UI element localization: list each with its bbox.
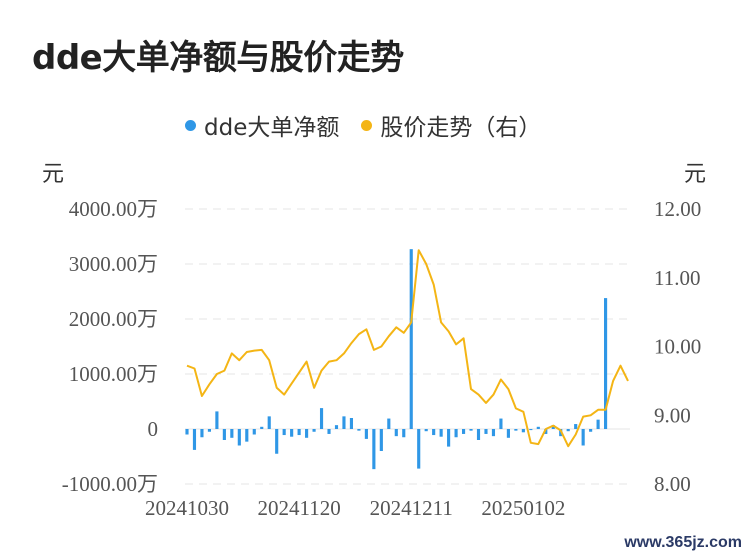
bar-dde[interactable] — [267, 416, 271, 429]
bar-dde[interactable] — [514, 429, 518, 431]
x-tick-label: 20241120 — [258, 496, 341, 520]
bar-dde[interactable] — [499, 418, 503, 429]
bar-dde[interactable] — [275, 429, 279, 454]
y-left-tick-label: 2000.00万 — [69, 307, 158, 331]
bar-dde[interactable] — [222, 429, 226, 440]
bar-dde[interactable] — [581, 429, 585, 446]
bar-dde[interactable] — [432, 429, 436, 436]
x-tick-label: 20241030 — [145, 496, 229, 520]
y-right-tick-label: 8.00 — [654, 472, 691, 496]
bar-dde[interactable] — [230, 429, 234, 438]
bar-dde[interactable] — [342, 416, 346, 429]
bar-dde[interactable] — [476, 429, 481, 440]
chart-title: dde大单净额与股价走势 — [32, 38, 404, 78]
bar-dde[interactable] — [417, 429, 421, 469]
y-left-tick-label: 0 — [148, 417, 159, 441]
x-tick-label: 20241211 — [370, 496, 453, 520]
bar-dde[interactable] — [521, 429, 525, 433]
bar-dde[interactable] — [215, 411, 219, 429]
bar-dde[interactable] — [327, 429, 331, 434]
bar-dde[interactable] — [305, 429, 309, 438]
bar-dde[interactable] — [589, 429, 593, 432]
legend: dde大单净额 股价走势（右） — [185, 108, 541, 142]
bar-dde[interactable] — [319, 408, 324, 429]
bar-dde[interactable] — [506, 429, 510, 438]
bar-dde[interactable] — [469, 429, 473, 431]
bar-dde[interactable] — [544, 429, 548, 434]
bar-dde[interactable] — [192, 429, 197, 450]
bar-dde[interactable] — [529, 429, 533, 431]
bar-dde[interactable] — [357, 429, 361, 431]
bar-dde[interactable] — [207, 429, 211, 432]
bar-dde[interactable] — [349, 418, 354, 429]
y-axis-left: -1000.00万 0 1000.00万 2000.00万 3000.00万 4000.0… — [62, 197, 158, 496]
grid-lines — [185, 208, 630, 485]
y-right-tick-label: 12.00 — [654, 197, 701, 221]
right-axis-unit: 元 — [684, 162, 707, 187]
bar-dde[interactable] — [491, 429, 496, 437]
bars-dde — [185, 249, 608, 470]
bar-dde[interactable] — [260, 426, 264, 429]
bar-dde[interactable] — [551, 425, 555, 429]
bar-dde[interactable] — [439, 429, 443, 437]
bar-dde[interactable] — [604, 298, 608, 429]
y-left-tick-label: 3000.00万 — [69, 252, 158, 276]
bar-dde[interactable] — [387, 418, 391, 429]
bar-dde[interactable] — [252, 429, 256, 435]
legend-marker-price — [361, 119, 373, 131]
bar-dde[interactable] — [364, 429, 368, 439]
bar-dde[interactable] — [290, 429, 294, 437]
y-axis-right: 8.00 9.00 10.00 11.00 12.00 — [654, 197, 701, 496]
x-tick-label: 20250102 — [481, 496, 565, 520]
line-price — [186, 249, 629, 448]
bar-dde[interactable] — [484, 429, 488, 434]
x-axis: 20241030 20241120 20241211 20250102 — [145, 496, 565, 520]
bar-dde[interactable] — [596, 419, 600, 429]
bar-dde[interactable] — [379, 429, 383, 451]
legend-marker-dde — [185, 119, 196, 131]
y-left-tick-label: 4000.00万 — [69, 197, 158, 221]
bar-dde[interactable] — [334, 425, 339, 429]
watermark: www.365jz.com — [624, 534, 742, 551]
bar-dde[interactable] — [424, 429, 428, 432]
left-axis-unit: 元 — [42, 162, 65, 187]
bar-dde[interactable] — [574, 424, 578, 429]
legend-item-price[interactable]: 股价走势（右） — [361, 108, 541, 142]
legend-label-dde: dde大单净额 — [204, 115, 340, 141]
y-left-tick-label: -1000.00万 — [62, 472, 158, 496]
bar-dde[interactable] — [409, 249, 413, 429]
bar-dde[interactable] — [536, 426, 540, 429]
legend-item-dde[interactable]: dde大单净额 — [185, 108, 339, 142]
bar-dde[interactable] — [461, 429, 466, 434]
y-right-tick-label: 10.00 — [654, 335, 701, 359]
bar-dde[interactable] — [282, 429, 286, 436]
bar-dde[interactable] — [394, 429, 398, 437]
bar-dde[interactable] — [185, 429, 189, 435]
y-left-tick-label: 1000.00万 — [69, 362, 158, 386]
y-right-tick-label: 11.00 — [654, 266, 700, 290]
bar-dde[interactable] — [297, 429, 301, 436]
y-right-tick-label: 9.00 — [654, 403, 691, 427]
bar-dde[interactable] — [312, 429, 316, 432]
bar-dde[interactable] — [566, 429, 570, 432]
bar-dde[interactable] — [245, 429, 249, 442]
bar-dde[interactable] — [402, 429, 406, 438]
bar-dde[interactable] — [454, 429, 458, 438]
bar-dde[interactable] — [237, 429, 241, 446]
bar-dde[interactable] — [447, 429, 451, 447]
line-price-path[interactable] — [186, 249, 629, 448]
legend-label-price: 股价走势（右） — [380, 115, 542, 141]
bar-dde[interactable] — [372, 429, 376, 470]
bar-dde[interactable] — [200, 429, 204, 438]
